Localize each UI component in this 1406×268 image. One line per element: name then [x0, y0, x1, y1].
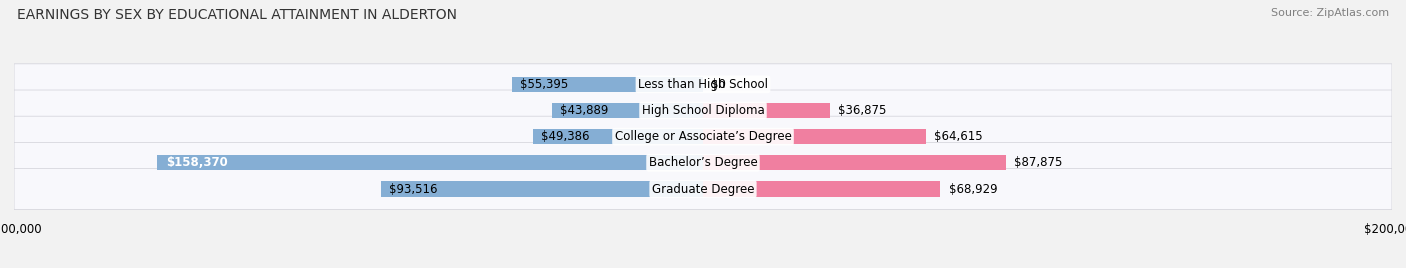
- Text: Source: ZipAtlas.com: Source: ZipAtlas.com: [1271, 8, 1389, 18]
- Text: EARNINGS BY SEX BY EDUCATIONAL ATTAINMENT IN ALDERTON: EARNINGS BY SEX BY EDUCATIONAL ATTAINMEN…: [17, 8, 457, 22]
- Text: $64,615: $64,615: [934, 130, 983, 143]
- FancyBboxPatch shape: [14, 90, 1392, 131]
- Bar: [551, 103, 703, 118]
- Text: $49,386: $49,386: [541, 130, 589, 143]
- FancyBboxPatch shape: [14, 169, 1392, 210]
- Text: College or Associate’s Degree: College or Associate’s Degree: [614, 130, 792, 143]
- Text: $43,889: $43,889: [560, 104, 609, 117]
- Bar: [703, 155, 1005, 170]
- Text: $93,516: $93,516: [389, 183, 437, 196]
- Text: $0: $0: [711, 78, 725, 91]
- Bar: [157, 155, 703, 170]
- FancyBboxPatch shape: [14, 116, 1392, 157]
- Bar: [533, 129, 703, 144]
- Bar: [703, 181, 941, 197]
- Bar: [381, 181, 703, 197]
- Text: $158,370: $158,370: [166, 156, 228, 169]
- FancyBboxPatch shape: [14, 142, 1392, 183]
- FancyBboxPatch shape: [14, 64, 1392, 105]
- Text: Bachelor’s Degree: Bachelor’s Degree: [648, 156, 758, 169]
- Text: $87,875: $87,875: [1014, 156, 1063, 169]
- Bar: [703, 129, 925, 144]
- Bar: [703, 103, 830, 118]
- Text: $36,875: $36,875: [838, 104, 887, 117]
- Text: High School Diploma: High School Diploma: [641, 104, 765, 117]
- Text: $55,395: $55,395: [520, 78, 568, 91]
- Text: Graduate Degree: Graduate Degree: [652, 183, 754, 196]
- Bar: [512, 77, 703, 92]
- Text: Less than High School: Less than High School: [638, 78, 768, 91]
- Text: $68,929: $68,929: [949, 183, 997, 196]
